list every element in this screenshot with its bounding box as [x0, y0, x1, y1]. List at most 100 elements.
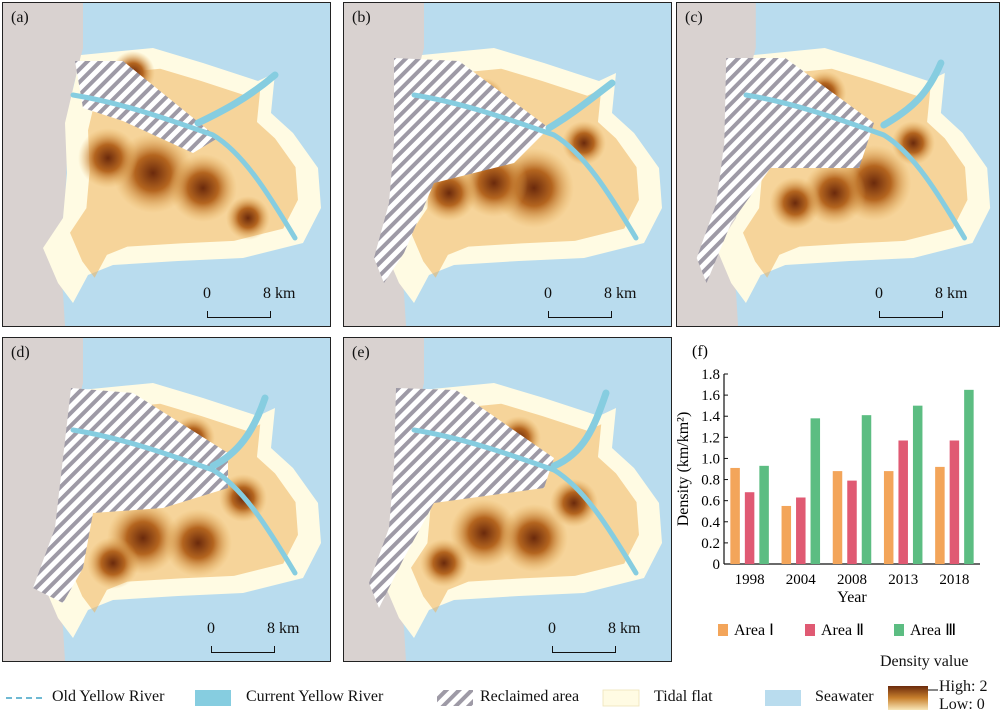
map-drawing — [344, 338, 662, 661]
map-drawing — [3, 338, 321, 661]
bar-area-ⅱ-2008 — [847, 480, 857, 564]
y-tick-label: 1.0 — [701, 451, 720, 467]
panel-label: (d) — [11, 344, 30, 361]
reclaimed-area — [369, 388, 554, 608]
y-axis-label: Density (km/km²) — [675, 412, 692, 527]
current-yellow-river — [550, 389, 610, 470]
panel-label: (e) — [352, 344, 370, 361]
legend-current-river-label: Current Yellow River — [246, 688, 384, 705]
bar-area-ⅰ-2013 — [883, 471, 894, 564]
scale-zero: 0 — [203, 285, 211, 302]
panel-label: (c) — [685, 9, 703, 26]
current-river-swatch — [195, 690, 231, 706]
bar-area-ⅰ-2018 — [935, 466, 945, 564]
reclaimed-area — [374, 58, 549, 283]
density-bar-chart: (f) 0 0.2 0.4 0.6 0.8 1.0 1.2 1.4 1.6 1.8 1998 2004 2… — [672, 336, 998, 646]
bar-area-ⅰ-1998 — [730, 467, 740, 564]
panel-label: (b) — [352, 9, 371, 26]
density-hotspot — [450, 499, 518, 567]
legend-swatches — [6, 686, 938, 710]
scale-line — [552, 646, 616, 653]
y-tick-label: 0 — [713, 557, 721, 573]
current-yellow-river — [545, 79, 616, 132]
legend-density-high: High: 2 — [939, 678, 988, 695]
chart-legend-label: Area Ⅰ — [734, 622, 774, 639]
bar-area-ⅲ-2004 — [810, 418, 821, 564]
density-ramp-swatch — [888, 686, 928, 710]
chart-panel-label: (f) — [692, 343, 708, 360]
scale-end: 8 km — [604, 285, 637, 302]
bar-area-ⅲ-2013 — [912, 405, 923, 564]
x-axis-label: Year — [837, 589, 867, 606]
bar-area-ⅱ-2013 — [898, 440, 908, 564]
bar-area-ⅱ-1998 — [744, 492, 755, 564]
bar-area-ⅰ-2004 — [781, 505, 792, 564]
y-tick-label: 1.4 — [701, 409, 720, 425]
map-drawing — [3, 3, 321, 326]
y-tick-label: 0.6 — [701, 494, 720, 510]
bar-area-ⅰ-2008 — [832, 471, 843, 564]
density-hotspot — [550, 479, 598, 527]
legend-tidal-flat-label: Tidal flat — [654, 688, 713, 705]
old-yellow-river — [411, 427, 639, 576]
y-tick-label: 0.2 — [701, 536, 720, 552]
chart-legend-label: Area Ⅱ — [821, 622, 864, 639]
scale-zero: 0 — [548, 620, 556, 637]
old-yellow-river — [743, 92, 967, 241]
x-tick-label: 2004 — [786, 572, 817, 588]
chart-legend-swatch — [894, 624, 904, 636]
scale-end: 8 km — [267, 620, 300, 637]
scale-zero: 0 — [544, 285, 552, 302]
y-tick-label: 1.2 — [701, 430, 720, 446]
scale-line — [211, 646, 275, 653]
old-yellow-river — [70, 427, 298, 576]
x-tick-label: 2013 — [888, 572, 918, 588]
bar-area-ⅲ-1998 — [759, 465, 769, 564]
density-hotspot — [164, 509, 232, 577]
reclaimed-swatch — [437, 690, 473, 706]
bar-area-ⅲ-2008 — [861, 415, 872, 564]
density-hotspot — [226, 196, 270, 240]
chart-legend-swatch — [718, 624, 728, 636]
y-tick-label: 0.4 — [701, 515, 720, 531]
map-panel-3: (c) 0 8 km — [676, 2, 1000, 327]
legend-density-title: Density value — [880, 653, 969, 670]
map-panel-5: (e) 0 8 km — [343, 337, 672, 662]
density-hotspot — [891, 121, 935, 165]
y-tick-label: 1.8 — [701, 367, 720, 383]
density-hotspot — [769, 177, 821, 229]
old-yellow-river — [70, 92, 298, 241]
scale-zero: 0 — [875, 285, 883, 302]
map-panel-4: (d) 0 8 km — [2, 337, 331, 662]
scale-end: 8 km — [263, 285, 296, 302]
legend-density-low: Low: 0 — [939, 696, 985, 713]
chart-svg: (f) 0 0.2 0.4 0.6 0.8 1.0 1.2 1.4 1.6 1.8 1998 2004 2… — [675, 343, 980, 639]
map-drawing — [677, 3, 991, 326]
tidal-flat-swatch — [602, 689, 640, 707]
legend-seawater-label: Seawater — [815, 688, 874, 705]
reclaimed-area — [33, 388, 228, 603]
scale-line — [548, 311, 612, 318]
mainland-area — [3, 3, 83, 326]
scale-zero: 0 — [207, 620, 215, 637]
old-yellow-river — [411, 92, 639, 241]
y-tick-label: 1.6 — [701, 388, 720, 404]
chart-legend-swatch — [805, 624, 815, 636]
bar-area-ⅱ-2018 — [949, 440, 960, 564]
bar-area-ⅱ-2004 — [796, 497, 806, 564]
current-yellow-river — [194, 71, 279, 127]
panel-label: (a) — [11, 9, 29, 26]
reclaimed-area — [75, 61, 218, 153]
density-hotspot — [420, 539, 468, 587]
density-hotspot — [500, 504, 568, 572]
chart-legend-label: Area Ⅲ — [910, 622, 956, 639]
legend-reclaimed-label: Reclaimed area — [480, 688, 580, 705]
bar-area-ⅲ-2018 — [964, 389, 974, 564]
x-tick-label: 1998 — [735, 572, 765, 588]
map-drawing — [344, 3, 662, 326]
density-hotspot — [169, 154, 237, 222]
scale-line — [879, 311, 943, 318]
current-yellow-river — [209, 394, 269, 470]
map-panel-2: (b) 0 8 km — [343, 2, 672, 327]
map-panel-1: (a) 0 8 km — [2, 2, 331, 327]
